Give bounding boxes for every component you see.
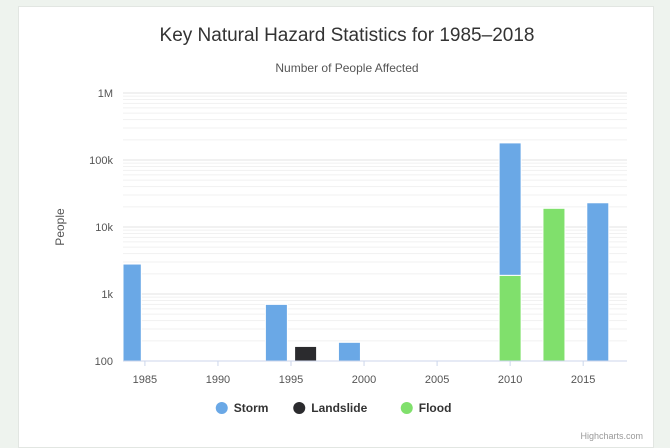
x-tick-label: 1990: [206, 374, 230, 386]
bar-storm-1984[interactable]: [122, 263, 142, 362]
bar-storm-1999[interactable]: [337, 341, 361, 362]
y-tick-label: 100k: [89, 155, 113, 167]
legend-label: Flood: [419, 401, 452, 415]
x-tick-label: 1985: [133, 374, 157, 386]
y-axis-label: People: [53, 208, 67, 246]
chart-card: Key Natural Hazard Statistics for 1985–2…: [18, 6, 654, 448]
x-tick-label: 2015: [571, 374, 595, 386]
legend-marker: [400, 402, 413, 414]
chart-svg: Key Natural Hazard Statistics for 1985–2…: [53, 25, 643, 441]
x-tick-label: 2010: [498, 374, 522, 386]
legend-marker: [293, 402, 306, 414]
legend-marker: [215, 402, 228, 414]
legend-item-storm[interactable]: Storm: [215, 401, 269, 415]
legend-label: Landslide: [311, 401, 367, 415]
x-tick-label: 1995: [279, 374, 303, 386]
bar-flood-2013[interactable]: [542, 207, 566, 362]
chart-title: Key Natural Hazard Statistics for 1985–2…: [160, 25, 535, 46]
bars: [122, 142, 610, 362]
bar-storm-2016[interactable]: [586, 202, 610, 362]
bar-storm-1994[interactable]: [264, 303, 288, 362]
legend-item-landslide[interactable]: Landslide: [293, 401, 368, 415]
credits-link[interactable]: Highcharts.com: [580, 431, 643, 441]
y-tick-label: 100: [95, 356, 113, 368]
y-axis-ticks: 100 1k 10k 100k 1M: [89, 88, 113, 368]
x-tick-label: 2005: [425, 374, 449, 386]
y-tick-label: 10k: [95, 222, 113, 234]
bar-landslide-1996[interactable]: [294, 345, 318, 362]
x-axis-ticks: 1985 1990 1995 2000 2005 2010 2015: [133, 361, 595, 386]
legend-item-flood[interactable]: Flood: [400, 401, 452, 415]
y-tick-label: 1k: [101, 289, 113, 301]
legend-label: Storm: [234, 401, 269, 415]
x-tick-label: 2000: [352, 374, 376, 386]
legend[interactable]: Storm Landslide Flood: [215, 401, 452, 415]
y-tick-label: 1M: [98, 88, 113, 100]
bar-storm-2010[interactable]: [498, 142, 522, 276]
bar-flood-2010[interactable]: [498, 274, 522, 362]
chart-subtitle: Number of People Affected: [275, 61, 418, 75]
